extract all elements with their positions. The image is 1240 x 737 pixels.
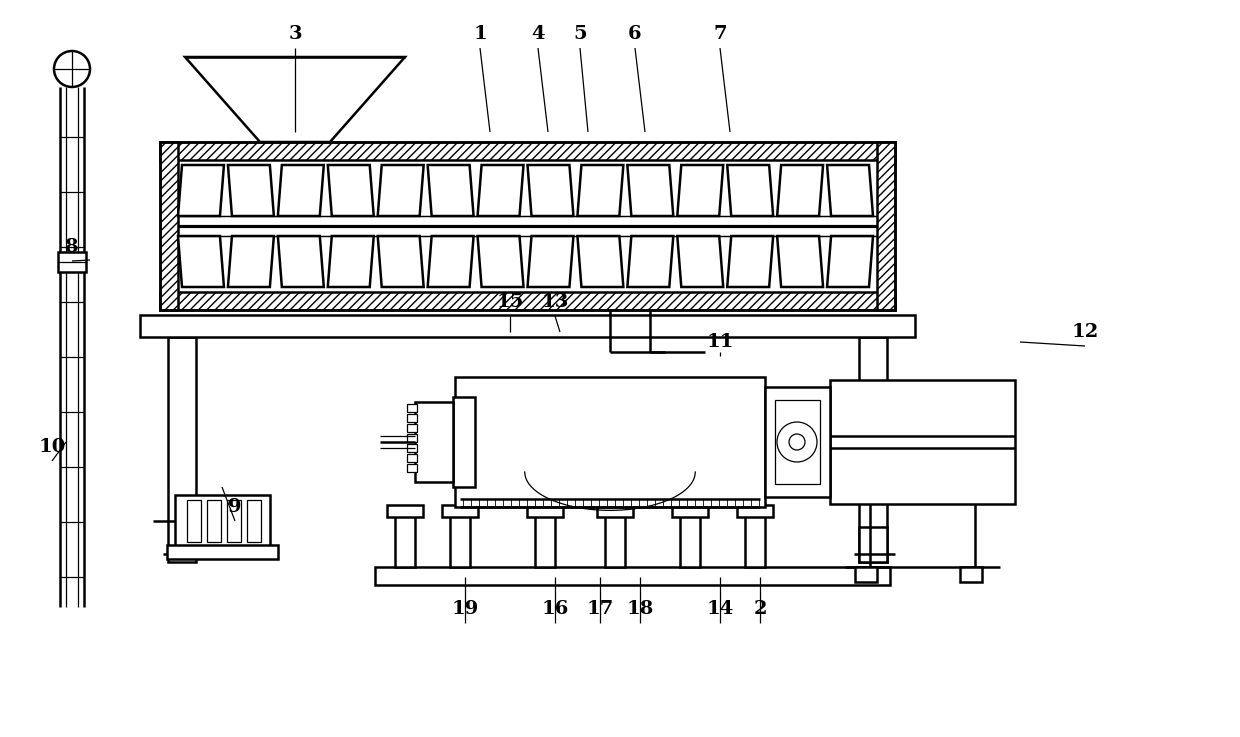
Bar bbox=[830, 380, 1016, 504]
Polygon shape bbox=[278, 236, 324, 287]
Text: 14: 14 bbox=[707, 600, 734, 618]
Bar bbox=[175, 495, 270, 547]
Bar bbox=[140, 315, 915, 337]
Polygon shape bbox=[578, 236, 624, 287]
Polygon shape bbox=[179, 165, 224, 216]
Bar bbox=[387, 505, 423, 517]
Bar bbox=[859, 337, 887, 562]
Bar bbox=[407, 434, 417, 442]
Text: 5: 5 bbox=[573, 25, 587, 43]
Polygon shape bbox=[677, 236, 723, 287]
Polygon shape bbox=[327, 236, 373, 287]
Text: 12: 12 bbox=[1071, 323, 1099, 341]
Bar bbox=[167, 545, 278, 559]
Bar bbox=[179, 160, 877, 292]
Text: 7: 7 bbox=[713, 25, 727, 43]
Polygon shape bbox=[627, 236, 673, 287]
Polygon shape bbox=[378, 165, 424, 216]
Bar bbox=[859, 527, 887, 562]
Bar bbox=[160, 292, 895, 310]
Bar bbox=[407, 444, 417, 452]
Bar bbox=[856, 567, 877, 582]
Polygon shape bbox=[578, 165, 624, 216]
Polygon shape bbox=[179, 236, 224, 287]
Bar bbox=[672, 505, 708, 517]
Bar bbox=[605, 512, 625, 567]
Polygon shape bbox=[477, 236, 523, 287]
Bar bbox=[960, 567, 982, 582]
Polygon shape bbox=[777, 165, 823, 216]
Polygon shape bbox=[228, 165, 274, 216]
Text: 11: 11 bbox=[707, 333, 734, 351]
Polygon shape bbox=[428, 165, 474, 216]
Bar bbox=[187, 500, 201, 542]
Bar bbox=[407, 464, 417, 472]
Circle shape bbox=[789, 434, 805, 450]
Bar bbox=[407, 454, 417, 462]
Bar bbox=[160, 142, 179, 310]
Bar bbox=[455, 377, 765, 507]
Bar bbox=[453, 397, 475, 487]
Text: 13: 13 bbox=[542, 293, 569, 311]
Polygon shape bbox=[477, 165, 523, 216]
Bar bbox=[227, 500, 241, 542]
Bar bbox=[160, 142, 895, 160]
Bar bbox=[527, 505, 563, 517]
Circle shape bbox=[777, 422, 817, 462]
Polygon shape bbox=[185, 57, 405, 142]
Polygon shape bbox=[278, 165, 324, 216]
Circle shape bbox=[55, 51, 91, 87]
Polygon shape bbox=[527, 165, 573, 216]
Polygon shape bbox=[677, 165, 723, 216]
Polygon shape bbox=[827, 236, 873, 287]
Bar bbox=[207, 500, 221, 542]
Polygon shape bbox=[327, 165, 373, 216]
Polygon shape bbox=[627, 165, 673, 216]
Bar bbox=[407, 424, 417, 432]
Bar bbox=[160, 142, 895, 310]
Bar bbox=[396, 512, 415, 567]
Text: 8: 8 bbox=[66, 238, 79, 256]
Text: 4: 4 bbox=[531, 25, 544, 43]
Polygon shape bbox=[777, 236, 823, 287]
Bar bbox=[765, 387, 830, 497]
Text: 9: 9 bbox=[228, 498, 242, 516]
Polygon shape bbox=[727, 165, 774, 216]
Polygon shape bbox=[727, 236, 774, 287]
Text: 3: 3 bbox=[288, 25, 301, 43]
Text: 15: 15 bbox=[496, 293, 523, 311]
Text: 18: 18 bbox=[626, 600, 653, 618]
Bar bbox=[745, 512, 765, 567]
Polygon shape bbox=[378, 236, 424, 287]
Text: 6: 6 bbox=[629, 25, 642, 43]
Bar bbox=[596, 505, 632, 517]
Polygon shape bbox=[527, 236, 573, 287]
Polygon shape bbox=[428, 236, 474, 287]
Bar bbox=[247, 500, 260, 542]
Text: 2: 2 bbox=[753, 600, 766, 618]
Text: 17: 17 bbox=[587, 600, 614, 618]
Bar bbox=[167, 337, 196, 562]
Bar bbox=[407, 414, 417, 422]
Bar bbox=[680, 512, 701, 567]
Text: 10: 10 bbox=[38, 438, 66, 456]
Bar bbox=[407, 404, 417, 412]
Text: 16: 16 bbox=[542, 600, 569, 618]
Polygon shape bbox=[827, 165, 873, 216]
Bar bbox=[737, 505, 773, 517]
Bar bbox=[58, 252, 86, 272]
Text: 1: 1 bbox=[474, 25, 487, 43]
Bar bbox=[415, 402, 453, 482]
Polygon shape bbox=[228, 236, 274, 287]
Text: 19: 19 bbox=[451, 600, 479, 618]
Bar bbox=[534, 512, 556, 567]
Bar bbox=[450, 512, 470, 567]
Bar bbox=[775, 400, 820, 484]
Bar bbox=[441, 505, 477, 517]
Bar bbox=[877, 142, 895, 310]
Bar bbox=[374, 567, 890, 585]
